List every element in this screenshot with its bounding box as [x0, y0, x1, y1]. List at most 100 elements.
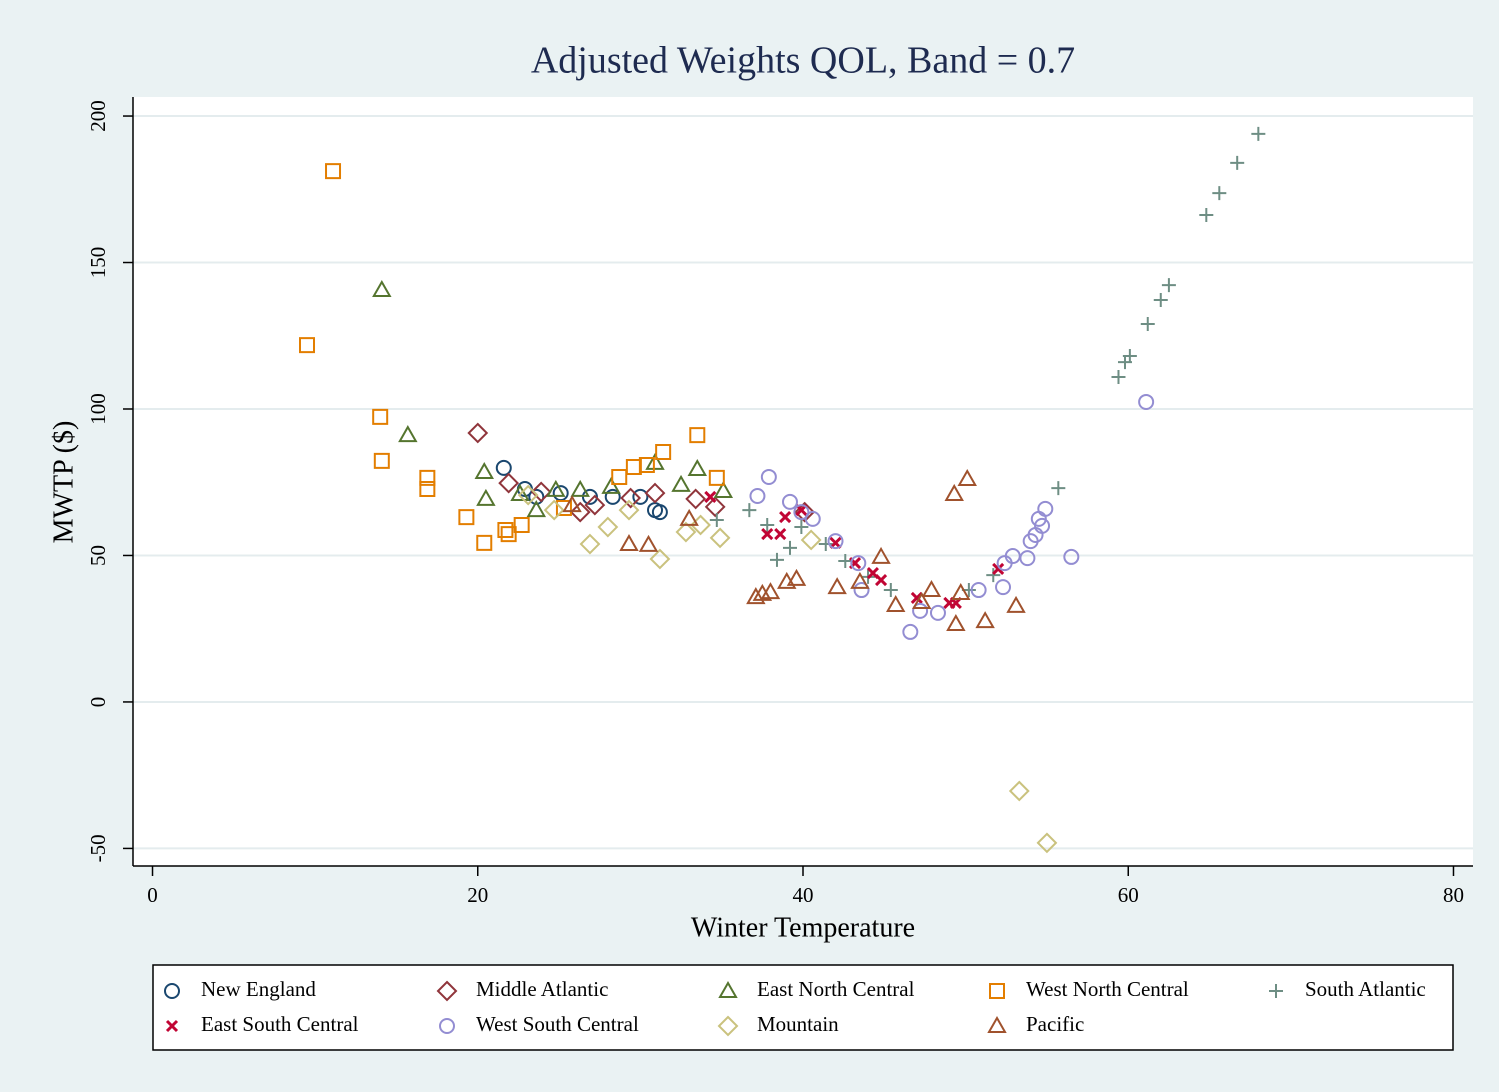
point [850, 555, 867, 572]
point [495, 459, 512, 476]
legend-label: New England [201, 977, 316, 1001]
legend-box [152, 964, 1454, 1051]
legend-marker [165, 1019, 179, 1033]
point [474, 461, 494, 479]
point [709, 527, 731, 549]
point [552, 485, 569, 502]
point [779, 511, 792, 524]
point [671, 474, 691, 492]
legend-label: East North Central [757, 977, 915, 1001]
point [546, 479, 566, 497]
legend-label: Middle Atlantic [476, 977, 608, 1001]
point [800, 529, 822, 551]
point [562, 495, 582, 513]
point [645, 452, 665, 470]
point [651, 504, 668, 521]
legend-label: Pacific [1026, 1012, 1084, 1036]
point [760, 518, 775, 533]
point [1034, 517, 1051, 534]
point [871, 546, 891, 564]
point [902, 623, 919, 640]
point [708, 469, 725, 486]
point [655, 444, 672, 461]
point [1138, 393, 1155, 410]
legend-marker [438, 1018, 456, 1034]
point [1027, 526, 1044, 543]
point [1161, 278, 1176, 293]
x-tick-label: 80 [1443, 883, 1464, 907]
y-tick-label: 150 [86, 247, 110, 279]
point [853, 582, 870, 599]
y-tick-label: 50 [86, 545, 110, 566]
point [793, 504, 810, 521]
point [498, 472, 520, 494]
legend-label: East South Central [201, 1012, 359, 1036]
point [517, 484, 539, 506]
point [644, 482, 666, 504]
point [957, 468, 977, 487]
legend-label: Mountain [757, 1012, 839, 1036]
point [372, 280, 392, 298]
x-tick-label: 20 [467, 883, 488, 907]
point [951, 582, 971, 600]
point [601, 476, 621, 494]
point [1037, 500, 1054, 517]
point [804, 510, 821, 527]
point [1212, 186, 1227, 201]
point [946, 614, 966, 632]
point [530, 481, 552, 503]
point [774, 528, 787, 541]
point [885, 594, 906, 612]
legend-marker [989, 983, 1005, 999]
point [647, 502, 664, 519]
point [782, 540, 797, 555]
point [497, 521, 514, 538]
point [883, 583, 898, 598]
legend-marker [163, 983, 181, 999]
x-tick-label: 60 [1118, 883, 1139, 907]
point [749, 488, 766, 504]
point [760, 582, 781, 600]
point [513, 517, 530, 534]
point [476, 488, 496, 506]
point [579, 533, 601, 555]
point [781, 493, 798, 510]
point [760, 468, 777, 485]
point [1063, 548, 1080, 565]
grid [133, 115, 1473, 850]
point [1051, 481, 1066, 496]
point [911, 592, 932, 610]
chart-title: Adjusted Weights QOL, Band = 0.7 [531, 40, 1075, 82]
point [638, 534, 659, 552]
point [611, 468, 628, 485]
point [679, 508, 699, 526]
point [1036, 832, 1058, 854]
point [625, 458, 642, 475]
point [685, 488, 707, 510]
point [1122, 348, 1137, 363]
point [1006, 595, 1026, 613]
point [372, 408, 389, 425]
legend-label: West North Central [1026, 977, 1189, 1001]
point [687, 459, 708, 477]
y-tick-label: -50 [86, 834, 110, 862]
legend-marker [1269, 984, 1283, 998]
point [569, 501, 591, 523]
point [874, 574, 888, 587]
point [467, 422, 489, 444]
x-tick-label: 0 [147, 883, 158, 907]
point [675, 521, 697, 543]
point [398, 425, 418, 443]
point [476, 534, 493, 551]
legend-marker [436, 980, 458, 1002]
point [458, 509, 475, 526]
point [597, 516, 619, 538]
point [742, 503, 757, 518]
y-tick-label: 0 [86, 697, 110, 708]
point [299, 337, 316, 354]
point [510, 483, 530, 501]
point [1230, 155, 1245, 170]
point [1111, 370, 1126, 385]
point [1008, 780, 1030, 802]
